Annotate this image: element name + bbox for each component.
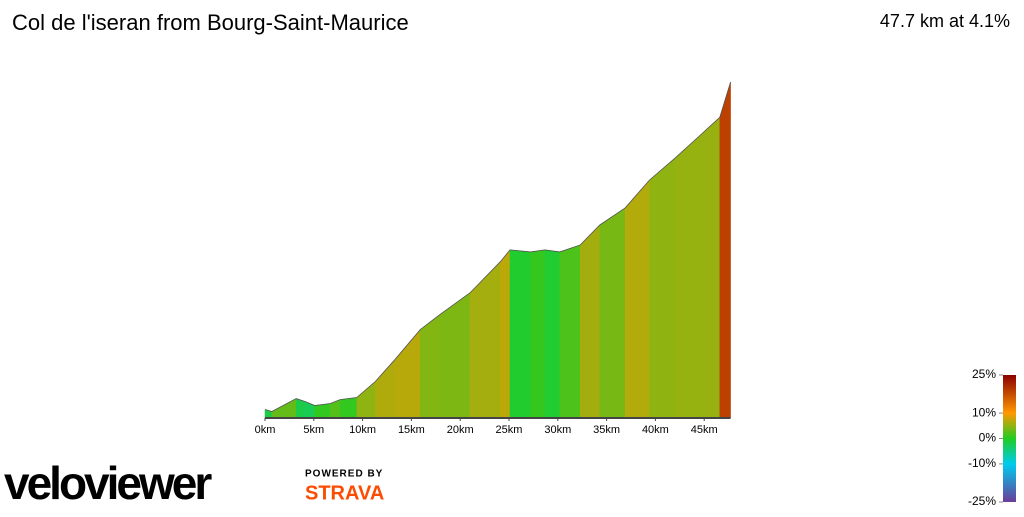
profile-segment <box>394 328 421 419</box>
x-tick-label: 30km <box>544 424 571 436</box>
profile-segment <box>339 397 357 419</box>
legend-label: 10% <box>972 405 996 419</box>
legend-label: -25% <box>968 494 996 508</box>
x-tick-label: 35km <box>593 424 620 436</box>
x-tick-label: 5km <box>303 424 324 436</box>
profile-segment <box>579 224 601 419</box>
x-tick-label: 0km <box>255 424 276 436</box>
x-tick-label: 25km <box>496 424 523 436</box>
profile-segment <box>544 249 561 419</box>
profile-segment <box>599 207 626 419</box>
profile-segment <box>649 157 676 419</box>
gradient-legend <box>1003 375 1016 502</box>
profile-segment <box>624 179 650 419</box>
profile-segment <box>559 244 581 419</box>
x-tick-label: 45km <box>691 424 718 436</box>
profile-segment <box>295 398 306 419</box>
x-tick-label: 20km <box>447 424 474 436</box>
profile-segment <box>530 249 546 419</box>
x-tick-label: 40km <box>642 424 669 436</box>
x-tick-label: 15km <box>398 424 425 436</box>
profile-segment <box>356 380 376 419</box>
powered-by: POWERED BY <box>305 469 383 480</box>
legend-label: 25% <box>972 367 996 381</box>
profile-segment <box>499 249 511 419</box>
profile-segment <box>419 314 440 419</box>
profile-segment <box>509 249 531 419</box>
logo: veloviewer <box>4 457 212 509</box>
chart-subtitle: 47.7 km at 4.1% <box>880 11 1010 31</box>
partner-logo: STRAVA <box>305 482 384 504</box>
profile-segment <box>469 261 501 419</box>
profile-segment <box>304 401 316 419</box>
profile-segment <box>719 82 731 419</box>
profile-outline <box>264 81 731 412</box>
chart-title: Col de l'iseran from Bourg-Saint-Maurice <box>12 10 409 35</box>
profile-segment <box>375 359 396 419</box>
profile-segment <box>700 116 721 419</box>
profile-segment <box>330 399 341 419</box>
legend-label: 0% <box>979 431 997 445</box>
profile-segment <box>271 398 297 419</box>
profile-segment <box>674 134 701 419</box>
profile-segment <box>314 403 331 419</box>
legend-label: -10% <box>968 456 996 470</box>
x-tick-label: 10km <box>349 424 376 436</box>
